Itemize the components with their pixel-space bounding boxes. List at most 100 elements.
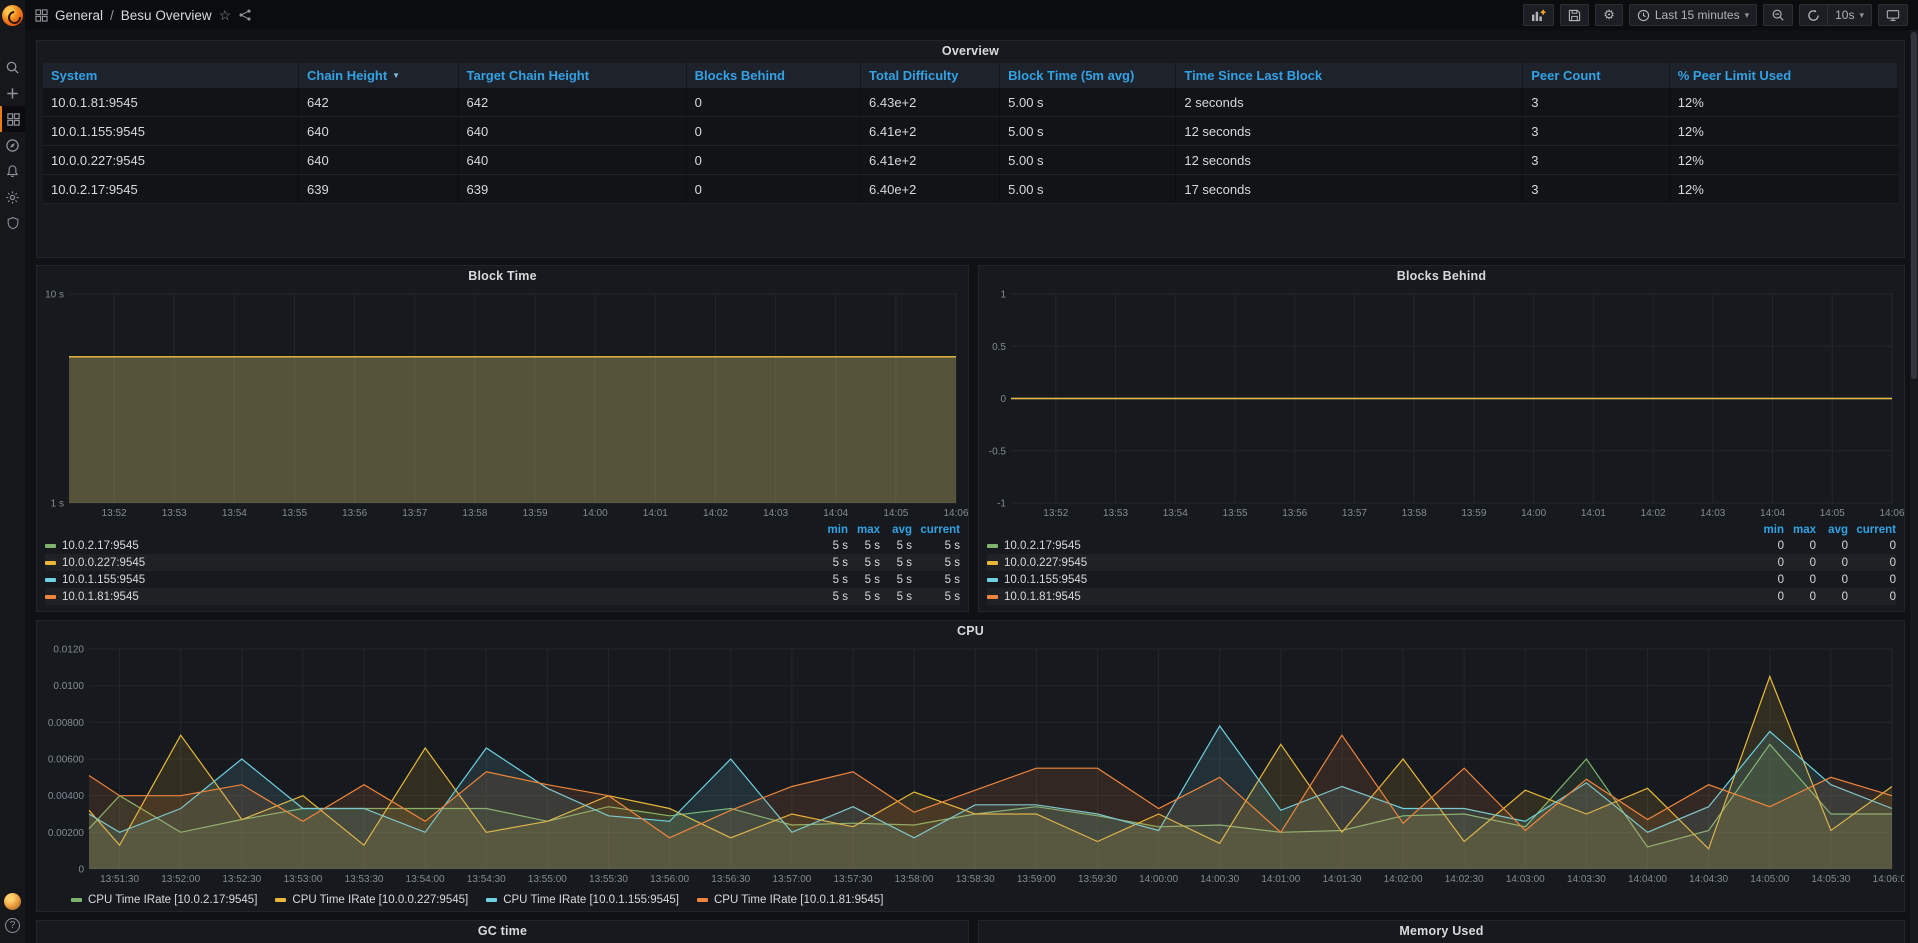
- legend-item[interactable]: CPU Time IRate [10.0.0.227:9545]: [275, 894, 468, 906]
- breadcrumb-folder[interactable]: General: [55, 7, 104, 23]
- series-swatch: [45, 577, 56, 582]
- svg-text:14:04: 14:04: [823, 508, 848, 519]
- grafana-logo[interactable]: [2, 5, 23, 26]
- panel-title-blocks-behind[interactable]: Blocks Behind: [1396, 269, 1487, 283]
- cell-total-difficulty: 6.41e+2: [861, 146, 1001, 174]
- svg-text:14:02: 14:02: [1641, 508, 1666, 519]
- column-header-target-chain-height[interactable]: Target Chain Height: [459, 63, 687, 88]
- svg-text:14:05:30: 14:05:30: [1811, 874, 1850, 885]
- scrollbar-track[interactable]: [1910, 30, 1918, 943]
- legend-item[interactable]: CPU Time IRate [10.0.2.17:9545]: [71, 894, 257, 906]
- svg-text:-1: -1: [997, 499, 1006, 510]
- blocks-behind-chart[interactable]: 13:52 13:53 13:54 13:55 13:56 13:57 13:58 13:59…: [979, 286, 1905, 521]
- breadcrumb-dashboard-title[interactable]: Besu Overview: [120, 7, 212, 23]
- legend-col-min[interactable]: min: [1763, 524, 1784, 536]
- save-icon: [1569, 9, 1581, 21]
- svg-text:0.00200: 0.00200: [48, 828, 85, 839]
- legend-col-avg[interactable]: avg: [892, 524, 912, 536]
- cell-system: 10.0.0.227:9545: [43, 146, 299, 174]
- column-header-peer-count[interactable]: Peer Count: [1523, 63, 1670, 88]
- legend-col-current[interactable]: current: [920, 524, 960, 536]
- svg-text:14:02:30: 14:02:30: [1445, 874, 1484, 885]
- add-panel-button[interactable]: [1523, 4, 1555, 26]
- svg-text:13:53:30: 13:53:30: [345, 874, 384, 885]
- help-icon[interactable]: ?: [5, 918, 20, 933]
- column-header-system[interactable]: System: [43, 63, 299, 88]
- panel-title-memory-used[interactable]: Memory Used: [1399, 924, 1484, 938]
- legend-item[interactable]: CPU Time IRate [10.0.1.155:9545]: [486, 894, 679, 906]
- legend-col-current[interactable]: current: [1856, 524, 1896, 536]
- svg-text:13:57: 13:57: [1342, 508, 1367, 519]
- cell-time-since-last-block: 2 seconds: [1176, 88, 1524, 116]
- user-avatar[interactable]: [4, 893, 21, 910]
- series-swatch: [987, 594, 998, 599]
- svg-text:13:55:00: 13:55:00: [528, 874, 567, 885]
- legend-col-avg[interactable]: avg: [1828, 524, 1848, 536]
- svg-text:14:01:00: 14:01:00: [1261, 874, 1300, 885]
- column-header-total-difficulty[interactable]: Total Difficulty: [861, 63, 1001, 88]
- save-dashboard-button[interactable]: [1560, 4, 1590, 26]
- svg-text:0: 0: [1000, 394, 1006, 405]
- svg-text:14:06:00: 14:06:00: [1873, 874, 1904, 885]
- svg-text:13:52: 13:52: [102, 508, 127, 519]
- column-header-block-time[interactable]: Block Time (5m avg): [1000, 63, 1177, 88]
- sidebar-item-explore[interactable]: [0, 132, 25, 158]
- column-header-time-since-last-block[interactable]: Time Since Last Block: [1176, 63, 1524, 88]
- sidebar-item-search[interactable]: [0, 54, 25, 80]
- svg-text:13:56: 13:56: [1282, 508, 1307, 519]
- panel-memory-used: Memory Used: [978, 920, 1905, 943]
- cell-blocks-behind: 0: [687, 175, 862, 203]
- column-header-chain-height[interactable]: Chain Height ▼: [299, 63, 459, 88]
- svg-text:14:06: 14:06: [1879, 508, 1904, 519]
- navbar-actions: ⚙ Last 15 minutes ▾ 10s ▾: [1523, 4, 1908, 26]
- cell-peer-limit-used: 12%: [1670, 175, 1898, 203]
- scrollbar-thumb[interactable]: [1911, 32, 1917, 379]
- cell-system: 10.0.2.17:9545: [43, 175, 299, 203]
- panel-title-cpu[interactable]: CPU: [957, 624, 984, 638]
- svg-text:13:58: 13:58: [462, 508, 487, 519]
- legend-col-max[interactable]: max: [1792, 524, 1816, 536]
- refresh-button[interactable]: [1799, 4, 1828, 26]
- panel-title-block-time[interactable]: Block Time: [468, 269, 537, 283]
- svg-text:14:04:00: 14:04:00: [1628, 874, 1667, 885]
- legend-item[interactable]: CPU Time IRate [10.0.1.81:9545]: [697, 894, 883, 906]
- series-swatch: [697, 897, 708, 902]
- star-icon[interactable]: ☆: [218, 6, 232, 23]
- block-time-chart[interactable]: 13:52 13:53 13:54 13:55 13:56 13:57 13:58 13:59…: [37, 286, 969, 521]
- sort-desc-icon: ▼: [392, 71, 401, 80]
- dashboard-settings-button[interactable]: ⚙: [1595, 4, 1623, 26]
- refresh-interval-picker[interactable]: 10s ▾: [1827, 4, 1872, 26]
- cycle-view-mode-button[interactable]: [1878, 4, 1908, 26]
- sidebar-item-dashboards[interactable]: [0, 106, 25, 132]
- zoom-out-button[interactable]: [1763, 4, 1794, 26]
- legend-col-min[interactable]: min: [827, 524, 848, 536]
- sidebar-item-configuration[interactable]: [0, 184, 25, 210]
- panel-title-overview[interactable]: Overview: [941, 44, 1000, 58]
- svg-text:13:52:00: 13:52:00: [161, 874, 200, 885]
- cell-target-chain-height: 642: [459, 88, 687, 116]
- cell-block-time: 5.00 s: [1000, 175, 1177, 203]
- column-header-peer-limit-used[interactable]: % Peer Limit Used: [1670, 63, 1898, 88]
- time-range-picker[interactable]: Last 15 minutes ▾: [1628, 4, 1758, 26]
- cpu-chart[interactable]: 13:51:30 13:52:00 13:52:30 13:53:00 13:53:30…: [37, 641, 1912, 887]
- sidebar-item-server-admin[interactable]: [0, 210, 25, 236]
- legend-col-max[interactable]: max: [856, 524, 880, 536]
- sidebar-item-create[interactable]: [0, 80, 25, 106]
- sidebar-item-alerting[interactable]: [0, 158, 25, 184]
- column-header-blocks-behind[interactable]: Blocks Behind: [687, 63, 862, 88]
- main-area: General / Besu Overview ☆ ⚙: [25, 0, 1918, 943]
- svg-text:13:53: 13:53: [162, 508, 187, 519]
- share-icon[interactable]: [238, 8, 252, 22]
- cell-system: 10.0.1.155:9545: [43, 117, 299, 145]
- panel-cpu: CPU 13:51:30 13:52:00 13:52:30 13:53:00 13:5…: [36, 620, 1912, 912]
- panel-title-gc-time[interactable]: GC time: [477, 924, 528, 938]
